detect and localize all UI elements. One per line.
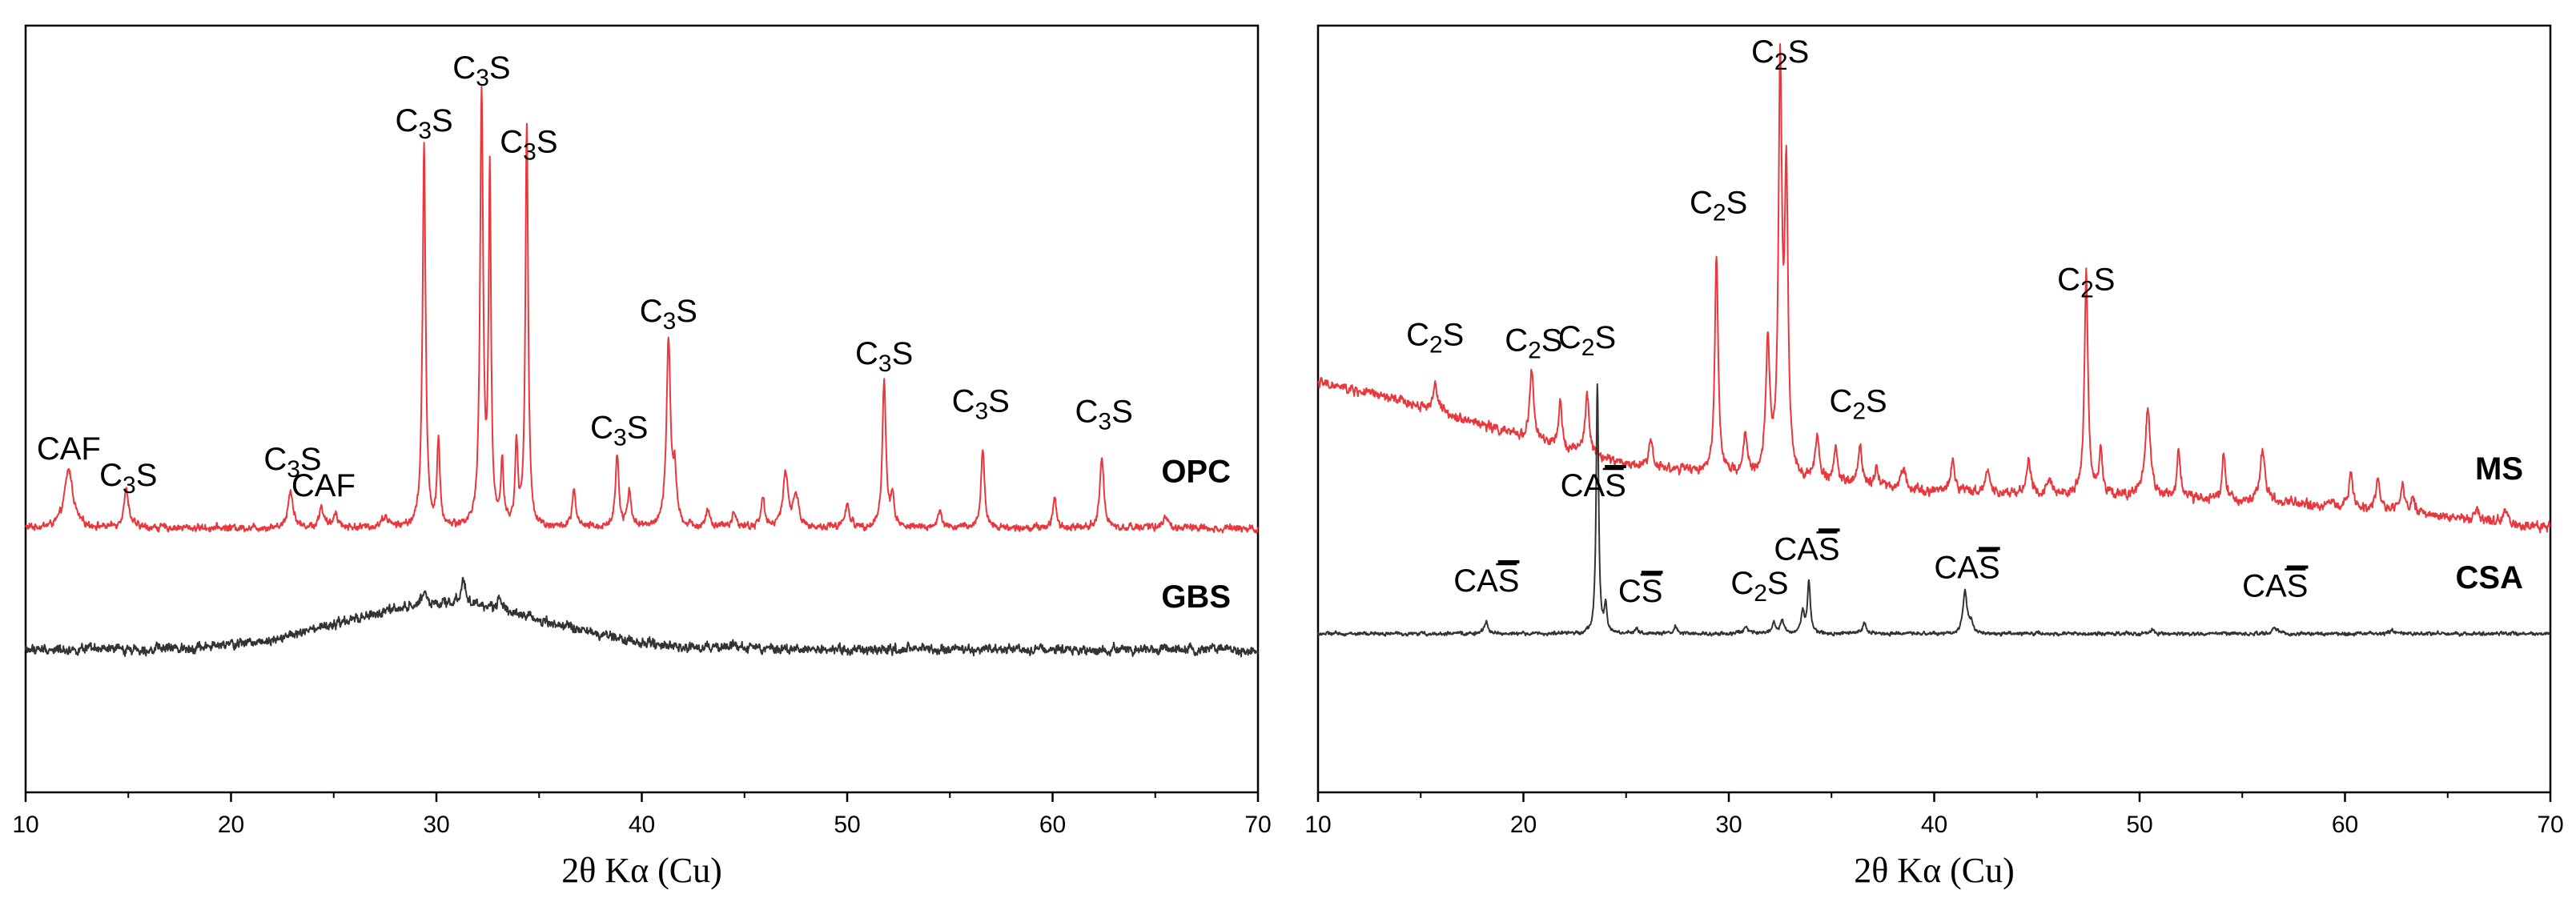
peak-label: C3S <box>452 50 510 91</box>
peak-label: C2S <box>1690 186 1747 226</box>
peak-label: C2S <box>1406 318 1464 359</box>
x-tick-label: 10 <box>1304 812 1331 838</box>
series-line-opc <box>25 86 1259 534</box>
x-axis-title: 2θ Kα (Cu) <box>1854 851 2015 890</box>
x-tick-label: 10 <box>12 812 38 838</box>
series-label-ms: MS <box>2475 451 2523 487</box>
plot-frame <box>1316 24 2552 794</box>
series-label-csa: CSA <box>2456 560 2523 595</box>
series-line-gbs <box>25 576 1259 658</box>
peak-label: C2S <box>1730 566 1788 607</box>
x-tick-label: 30 <box>1715 812 1742 838</box>
x-tick-label: 70 <box>1244 812 1271 838</box>
peak-label: C2S <box>1751 34 1809 75</box>
peak-label: C3S <box>590 410 648 451</box>
x-tick-label: 60 <box>2332 812 2358 838</box>
peak-label: C3S <box>99 458 157 499</box>
x-tick-label: 60 <box>1039 812 1066 838</box>
peak-label: C3S <box>952 383 1010 424</box>
plot-frame <box>24 24 1260 794</box>
peak-label: C3S <box>640 294 697 335</box>
peak-label: C3S <box>500 125 557 166</box>
peak-label: C3S <box>1075 395 1132 435</box>
x-tick-label: 50 <box>2126 812 2152 838</box>
x-tick-label: 30 <box>423 812 449 838</box>
x-tick-label: 20 <box>1510 812 1537 838</box>
series-line-ms <box>1317 42 2551 534</box>
x-tick-label: 50 <box>834 812 860 838</box>
peak-label: CAS <box>1453 563 1519 599</box>
peak-label: CAS <box>1934 550 1999 585</box>
peak-label: CAF <box>291 468 356 503</box>
peak-label: C2S <box>1558 320 1616 361</box>
series-label-gbs: GBS <box>1161 579 1231 615</box>
series-line-csa <box>1317 383 2551 637</box>
peak-label: CAS <box>2242 569 2308 604</box>
x-tick-label: 40 <box>629 812 655 838</box>
series-label-opc: OPC <box>1161 454 1231 489</box>
x-axis-title: 2θ Kα (Cu) <box>561 851 722 890</box>
peak-label: C3S <box>395 103 452 144</box>
peak-label: C2S <box>1505 323 1562 363</box>
peak-label: CS <box>1618 574 1663 609</box>
x-tick-label: 70 <box>2537 812 2563 838</box>
peak-label: C2S <box>2057 262 2115 303</box>
peak-label: C2S <box>1829 383 1887 424</box>
x-tick-label: 40 <box>1921 812 1947 838</box>
x-tick-label: 20 <box>218 812 244 838</box>
peak-label: CAS <box>1774 531 1839 567</box>
peak-label: CAF <box>37 431 101 467</box>
peak-label: C3S <box>263 442 321 483</box>
peak-label: C3S <box>855 336 913 377</box>
peak-label: CAS <box>1561 468 1626 503</box>
